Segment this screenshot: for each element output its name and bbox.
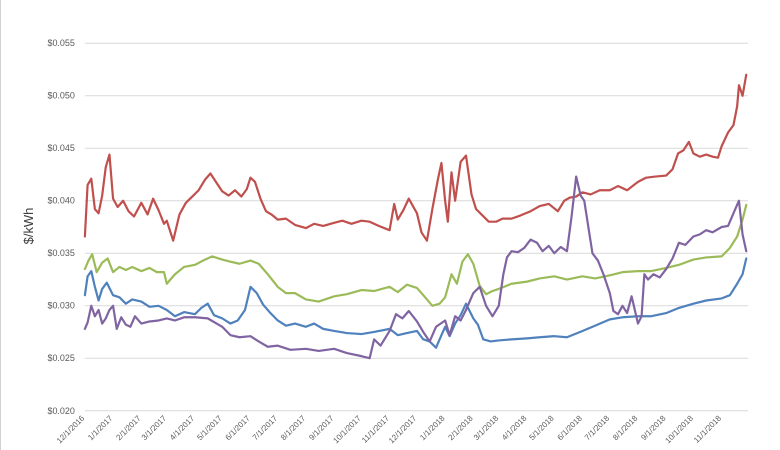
x-tick-label: 11/1/2017 [360,413,391,444]
series-line-2 [83,203,748,307]
x-tick-label: 10/1/2018 [663,413,695,445]
y-tick-label: $0.030 [47,301,74,311]
y-tick-label: $0.035 [47,248,74,258]
y-tick-label: $0.025 [47,353,74,363]
series-lines [83,73,748,360]
x-tick-label: 3/1/2018 [472,413,501,442]
x-tick-label: 6/1/2018 [556,413,585,442]
x-tick-label: 2/1/2017 [114,413,143,442]
x-tick-label: 11/1/2018 [692,413,723,444]
x-tick-label: 6/1/2017 [224,413,253,442]
x-tick-label: 5/1/2017 [195,413,224,442]
y-tick-label: $0.020 [47,406,74,416]
series-line-1 [83,73,748,242]
x-tick-label: 3/1/2017 [140,413,169,442]
y-tick-label: $0.050 [47,91,74,101]
y-tick-label: $0.040 [47,196,74,206]
x-tick-label: 7/1/2017 [251,413,280,442]
x-tick-label: 10/1/2017 [331,413,363,445]
x-tick-label: 8/1/2017 [279,413,308,442]
gridlines [84,42,749,412]
y-tick-label: $0.055 [47,38,74,48]
x-tick-label: 4/1/2017 [168,413,197,442]
x-tick-label: 12/1/2017 [387,413,419,445]
series-line-4 [83,175,748,360]
series-line-3 [83,257,748,349]
x-tick-label: 12/1/2016 [55,413,87,445]
x-tick-label: 8/1/2018 [611,413,640,442]
x-tick-label: 1/1/2017 [86,413,115,442]
x-tick-label: 5/1/2018 [527,413,556,442]
y-axis-label: $/kWh [21,208,36,245]
y-axis-tick-labels: $0.020 $0.025 $0.030 $0.035 $0.040 $0.045 $0.0… [47,38,74,416]
x-tick-label: 7/1/2018 [583,413,612,442]
x-tick-label: 1/1/2018 [418,413,447,442]
x-tick-label: 4/1/2018 [500,413,529,442]
x-tick-label: 2/1/2018 [446,413,475,442]
y-tick-label: $0.045 [47,143,74,153]
